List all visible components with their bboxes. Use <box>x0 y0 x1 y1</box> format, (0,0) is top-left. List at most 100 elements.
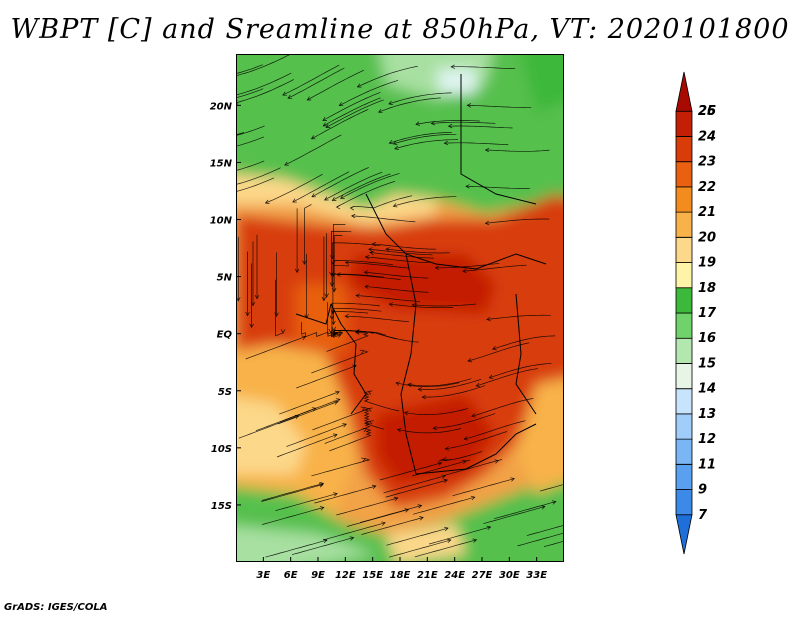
streamline <box>439 451 483 461</box>
streamline <box>412 303 477 307</box>
streamline <box>291 537 354 556</box>
colorbar-segment <box>675 514 693 555</box>
streamline-arrow <box>371 484 377 490</box>
streamline <box>467 104 532 108</box>
streamline <box>265 173 323 204</box>
country-borders <box>295 74 547 475</box>
streamline <box>282 64 340 96</box>
lat-axis <box>236 104 241 506</box>
streamline <box>386 248 451 254</box>
lon-tick-label: 30E <box>499 570 520 581</box>
streamline <box>314 485 376 504</box>
streamline <box>350 195 413 209</box>
footer-credit: GrADS: IGES/COLA <box>4 602 108 613</box>
streamline <box>236 160 265 171</box>
streamline <box>236 79 294 104</box>
streamline <box>485 218 550 224</box>
lat-tick-label: 5S <box>218 387 232 398</box>
lon-tick-label: 18E <box>390 570 411 581</box>
streamline <box>287 67 345 99</box>
streamline-arrow <box>540 505 546 510</box>
streamline-arrow <box>471 413 476 418</box>
streamline-arrow <box>274 312 279 317</box>
streamline-arrow <box>311 193 316 198</box>
streamline-arrow <box>249 323 254 329</box>
streamline <box>492 335 556 350</box>
streamline <box>422 385 486 398</box>
streamline-arrow <box>551 500 557 505</box>
streamline-arrow <box>388 302 394 307</box>
streamline-arrow <box>446 538 452 544</box>
streamline <box>451 66 516 70</box>
streamline-arrow <box>335 398 341 403</box>
streamline <box>415 120 480 125</box>
lat-tick-label: 10N <box>210 216 233 227</box>
streamline <box>383 475 446 494</box>
streamline <box>494 501 556 520</box>
streamline-arrow <box>434 265 440 271</box>
colorbar-segment <box>675 413 693 440</box>
streamline <box>395 382 460 387</box>
streamline <box>325 99 384 128</box>
streamline <box>345 262 410 269</box>
colorbar-label: 26 <box>698 104 716 119</box>
streamline <box>393 196 457 207</box>
colorbar-segment <box>675 71 693 112</box>
streamline <box>485 149 550 152</box>
streamline <box>389 303 454 309</box>
lon-tick-label: 33E <box>526 570 547 581</box>
streamline-arrow <box>437 461 443 466</box>
streamline <box>261 482 324 501</box>
streamline <box>413 496 475 515</box>
streamline-arrow <box>484 147 490 153</box>
streamline-arrow <box>338 102 344 107</box>
colorbar-segment <box>675 262 693 289</box>
streamline <box>323 97 381 127</box>
colorbar-label: 11 <box>698 457 716 472</box>
streamline-arrow <box>342 423 347 428</box>
streamline <box>393 133 457 145</box>
streamline-arrow <box>354 329 360 334</box>
colorbar-label: 16 <box>698 331 716 346</box>
streamline <box>296 365 357 389</box>
streamline-arrow <box>356 83 362 88</box>
streamline-arrow <box>336 272 341 277</box>
streamline-arrow <box>510 477 516 482</box>
streamline-arrow <box>388 139 394 145</box>
streamline <box>394 139 459 150</box>
streamline <box>331 231 352 276</box>
streamline-arrow <box>467 358 472 363</box>
streamline <box>361 517 424 535</box>
streamline <box>332 265 349 314</box>
streamline-arrow <box>322 116 328 121</box>
streamline <box>359 505 422 523</box>
lon-tick-label: 12E <box>335 570 356 581</box>
lon-tick-label: 9E <box>311 570 325 581</box>
streamline-arrow <box>331 329 337 334</box>
wbpt-field <box>236 54 564 562</box>
colorbar-segment <box>675 211 693 238</box>
streamline <box>379 462 442 481</box>
streamline <box>304 204 312 265</box>
streamline-arrow <box>349 205 355 211</box>
streamline <box>262 507 324 525</box>
streamline-arrow <box>330 260 336 266</box>
streamline <box>331 311 368 337</box>
streamline <box>357 65 418 88</box>
colorbar-segment <box>675 463 693 490</box>
streamline <box>462 264 527 272</box>
lat-tick-label: 15S <box>211 501 232 512</box>
streamline-arrow <box>404 508 410 513</box>
streamline <box>526 524 564 536</box>
streamline-arrow <box>486 525 492 530</box>
lon-tick-label: 15E <box>362 570 383 581</box>
streamline-arrow <box>325 123 331 128</box>
streamline-arrow <box>369 250 374 256</box>
streamline-arrow <box>411 302 417 308</box>
streamline <box>355 330 419 343</box>
streamline-arrow <box>236 297 241 302</box>
streamline-arrow <box>287 94 293 99</box>
streamline-arrow <box>324 293 329 298</box>
streamline <box>465 185 531 189</box>
